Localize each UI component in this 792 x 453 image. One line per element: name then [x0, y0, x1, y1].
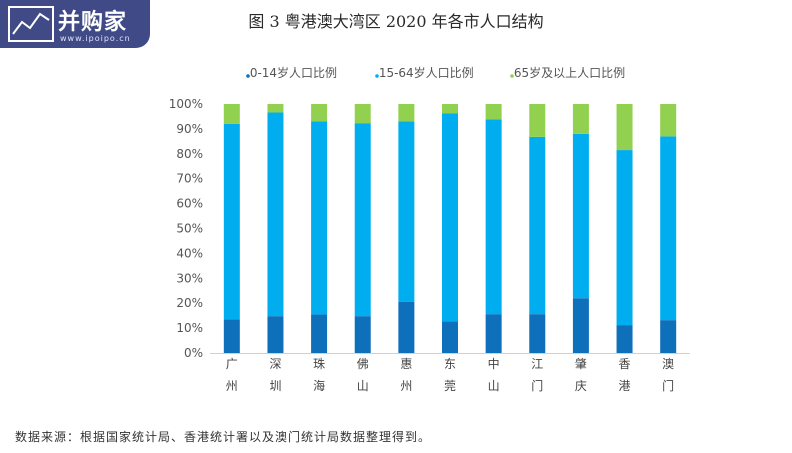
- bar-segment-age-0-14: [223, 319, 240, 353]
- x-category-label: 州: [226, 379, 238, 393]
- bar-segment-age-15-64: [223, 123, 240, 320]
- x-category-label: 深: [269, 357, 281, 371]
- bar-segment-age-65-plus: [572, 104, 589, 134]
- bar-segment-age-65-plus: [616, 104, 633, 151]
- x-category-label: 澳: [662, 357, 674, 371]
- x-category-label: 惠: [400, 357, 412, 371]
- bar-segment-age-15-64: [572, 133, 589, 299]
- y-tick-label: 40%: [176, 246, 203, 260]
- legend-entry-age-0-14: .0-14岁人口比例: [246, 66, 338, 80]
- x-category-label: 山: [357, 379, 369, 393]
- bar-segment-age-0-14: [485, 314, 502, 353]
- y-tick-label: 20%: [176, 296, 203, 310]
- x-category-label: 肇: [575, 356, 587, 371]
- legend-entry-age-15-64: .15-64岁人口比例: [375, 66, 474, 80]
- x-category-label: 门: [531, 378, 543, 393]
- bar-segment-age-15-64: [485, 119, 502, 315]
- bar-segment-age-15-64: [529, 136, 546, 315]
- x-category-label: 香: [619, 357, 631, 371]
- bar-segment-age-15-64: [267, 112, 284, 317]
- x-category-label: 佛: [357, 357, 369, 371]
- bar-segment-age-0-14: [398, 301, 415, 353]
- legend-entry-age-65-plus: .65岁及以上人口比例: [510, 66, 626, 80]
- bar-segment-age-0-14: [311, 314, 328, 353]
- legend-swatch: [246, 74, 250, 78]
- bar-segment-age-0-14: [442, 321, 458, 353]
- x-category-label: 东: [444, 357, 456, 371]
- bar-segment-age-65-plus: [354, 104, 371, 124]
- bar-segment-age-0-14: [354, 316, 371, 353]
- x-category-label: 港: [619, 379, 631, 393]
- x-category-label: 海: [313, 378, 325, 393]
- chart-title: 图 3 粤港澳大湾区 2020 年各市人口结构: [248, 12, 544, 31]
- stacked-bar-chart: 0%10%20%30%40%50%60%70%80%90%100%广州深圳珠海佛…: [169, 74, 690, 393]
- x-category-label: 圳: [269, 379, 281, 393]
- bar-segment-age-0-14: [529, 314, 546, 353]
- bar-segment-age-15-64: [311, 121, 328, 315]
- x-category-label: 珠: [313, 357, 325, 371]
- bar-segment-age-15-64: [660, 136, 677, 321]
- bar-segment-age-0-14: [660, 320, 677, 353]
- y-tick-label: 10%: [176, 321, 203, 335]
- legend-swatch: [375, 74, 379, 78]
- y-tick-label: 30%: [176, 271, 203, 285]
- bar-segment-age-65-plus: [311, 104, 328, 122]
- y-tick-label: 60%: [176, 197, 203, 211]
- y-tick-label: 50%: [176, 222, 203, 236]
- bar-segment-age-65-plus: [485, 104, 502, 120]
- x-category-label: 中: [488, 356, 500, 371]
- x-category-label: 广: [226, 357, 238, 371]
- bar-segment-age-65-plus: [267, 104, 284, 113]
- x-category-label: 山: [488, 379, 500, 393]
- bar-segment-age-0-14: [572, 298, 589, 353]
- x-category-label: 莞: [444, 379, 456, 393]
- y-tick-label: 80%: [176, 147, 203, 161]
- x-category-label: 江: [531, 357, 543, 371]
- y-tick-label: 100%: [169, 97, 203, 111]
- bar-segment-age-15-64: [354, 123, 371, 317]
- y-tick-label: 70%: [176, 172, 203, 186]
- bar-segment-age-0-14: [616, 325, 633, 353]
- y-tick-label: 0%: [184, 346, 203, 360]
- source-note: 数据来源：根据国家统计局、香港统计署以及澳门统计局数据整理得到。: [15, 430, 432, 444]
- bar-segment-age-15-64: [442, 113, 458, 322]
- y-tick-label: 90%: [176, 122, 203, 136]
- bar-segment-age-15-64: [398, 121, 415, 302]
- watermark-logo: 并购家 www.ipoipo.cn: [0, 0, 150, 48]
- bar-segment-age-65-plus: [398, 104, 415, 122]
- x-category-label: 州: [400, 379, 412, 393]
- bar-segment-age-65-plus: [529, 104, 546, 137]
- bar-segment-age-65-plus: [660, 104, 677, 137]
- legend-swatch: [510, 74, 514, 78]
- watermark-url: www.ipoipo.cn: [60, 34, 131, 43]
- x-category-label: 门: [662, 378, 674, 393]
- x-category-label: 庆: [575, 379, 587, 393]
- bar-segment-age-65-plus: [223, 104, 240, 124]
- watermark-brand: 并购家: [58, 10, 128, 35]
- bar-segment-age-65-plus: [442, 104, 458, 114]
- bar-segment-age-15-64: [616, 150, 633, 326]
- bar-segment-age-0-14: [267, 316, 284, 353]
- chart-logo-icon: [8, 6, 54, 42]
